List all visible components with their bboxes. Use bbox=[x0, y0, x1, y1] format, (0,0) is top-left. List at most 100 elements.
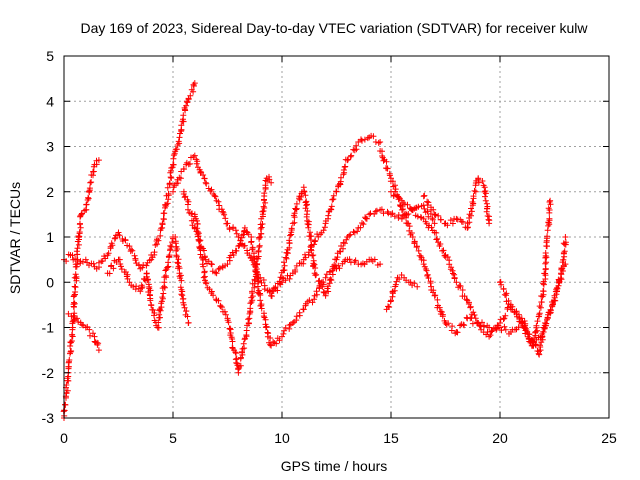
data-point bbox=[536, 310, 543, 317]
data-point bbox=[423, 267, 430, 274]
data-point bbox=[367, 210, 374, 217]
data-point bbox=[72, 256, 79, 262]
y-tick-label: 2 bbox=[46, 184, 54, 200]
data-point bbox=[302, 192, 309, 199]
data-point bbox=[224, 261, 231, 268]
data-point bbox=[311, 241, 318, 248]
series-track-g bbox=[191, 173, 275, 376]
data-point bbox=[196, 244, 203, 250]
data-point bbox=[483, 208, 490, 215]
data-point bbox=[200, 274, 207, 281]
data-point bbox=[151, 312, 157, 319]
data-point bbox=[286, 322, 293, 329]
data-point bbox=[355, 139, 362, 145]
data-point bbox=[268, 179, 275, 186]
data-point bbox=[95, 157, 102, 164]
data-point bbox=[434, 235, 441, 242]
data-point bbox=[325, 288, 332, 295]
data-point bbox=[388, 297, 394, 304]
data-point bbox=[471, 312, 478, 318]
data-point bbox=[543, 259, 550, 266]
data-point bbox=[482, 190, 489, 197]
data-point bbox=[428, 224, 435, 231]
data-point bbox=[193, 160, 200, 167]
data-point bbox=[420, 193, 427, 200]
data-point bbox=[373, 207, 380, 214]
data-point bbox=[330, 192, 337, 199]
data-point bbox=[155, 237, 162, 244]
data-point bbox=[325, 283, 332, 290]
data-point bbox=[445, 320, 452, 327]
data-point bbox=[549, 302, 555, 309]
data-point bbox=[86, 185, 93, 192]
data-point bbox=[329, 271, 336, 278]
data-point bbox=[132, 257, 139, 264]
data-point bbox=[203, 180, 210, 187]
data-point bbox=[389, 178, 396, 185]
data-point bbox=[76, 229, 83, 235]
data-point bbox=[73, 248, 80, 255]
data-point bbox=[148, 302, 155, 309]
data-point bbox=[447, 217, 454, 224]
data-point bbox=[237, 362, 244, 369]
data-point bbox=[308, 247, 315, 254]
data-point bbox=[213, 270, 220, 277]
data-point bbox=[88, 179, 95, 186]
data-point bbox=[267, 335, 274, 341]
data-point bbox=[154, 236, 160, 243]
data-point bbox=[71, 299, 77, 306]
data-point bbox=[463, 296, 470, 303]
data-point bbox=[400, 206, 406, 213]
data-point bbox=[115, 229, 122, 236]
data-point bbox=[251, 276, 258, 283]
data-point bbox=[438, 309, 445, 315]
data-point bbox=[126, 243, 133, 250]
data-point bbox=[424, 271, 431, 278]
data-point bbox=[436, 304, 443, 311]
data-point bbox=[82, 256, 89, 263]
data-point bbox=[391, 213, 398, 220]
data-point bbox=[500, 285, 507, 292]
data-point bbox=[180, 112, 187, 119]
data-point bbox=[122, 237, 129, 244]
data-point bbox=[221, 308, 228, 315]
data-point bbox=[64, 387, 71, 394]
data-point bbox=[336, 248, 343, 255]
data-point bbox=[260, 313, 267, 320]
data-point bbox=[64, 375, 71, 382]
data-point bbox=[434, 296, 441, 303]
data-point bbox=[128, 246, 135, 253]
data-point bbox=[479, 319, 485, 326]
data-point bbox=[493, 326, 500, 333]
data-point bbox=[222, 215, 229, 222]
data-point bbox=[95, 347, 102, 354]
data-point bbox=[260, 203, 267, 210]
data-point bbox=[424, 202, 431, 209]
data-point bbox=[268, 342, 275, 349]
data-point bbox=[430, 206, 437, 213]
data-point bbox=[432, 212, 439, 218]
data-point bbox=[546, 199, 553, 205]
data-point bbox=[194, 221, 201, 227]
data-point bbox=[240, 231, 247, 238]
data-point bbox=[191, 213, 198, 220]
y-tick-label: 3 bbox=[46, 139, 54, 155]
data-point bbox=[522, 327, 529, 334]
data-point bbox=[254, 260, 261, 267]
data-point bbox=[241, 224, 248, 231]
data-point bbox=[289, 320, 296, 326]
data-point bbox=[301, 188, 308, 195]
series-track-e bbox=[170, 132, 384, 300]
data-point bbox=[486, 324, 493, 331]
data-point bbox=[78, 211, 85, 218]
data-point bbox=[372, 208, 379, 215]
data-point bbox=[333, 188, 340, 195]
data-point bbox=[260, 277, 267, 283]
data-point bbox=[312, 237, 319, 244]
data-point bbox=[66, 357, 73, 363]
data-point bbox=[212, 193, 219, 200]
data-point bbox=[155, 319, 162, 326]
data-point bbox=[194, 231, 201, 238]
data-point bbox=[533, 322, 540, 329]
